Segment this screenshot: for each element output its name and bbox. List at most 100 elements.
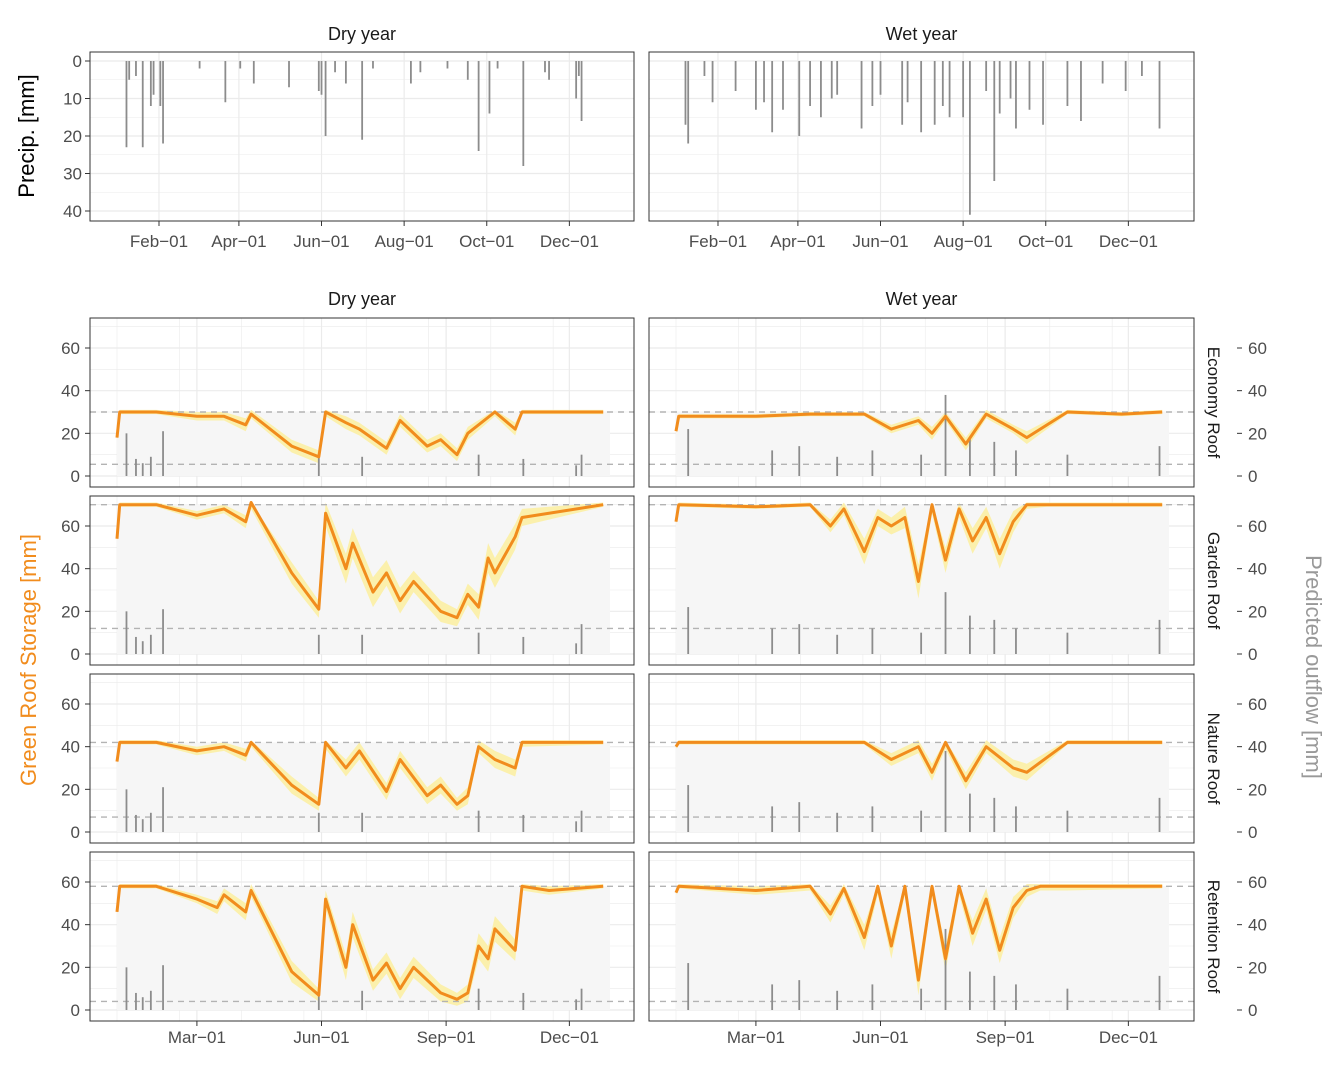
storage-line	[674, 410, 1163, 446]
precip-bar	[1015, 61, 1017, 129]
precip-bar	[1042, 61, 1044, 125]
outflow-bar	[477, 454, 480, 476]
precip-bar	[334, 61, 336, 73]
right-y-tick-label: 60	[1248, 873, 1267, 892]
right-y-tick-label: 20	[1248, 958, 1267, 977]
precip-bar	[544, 61, 546, 73]
precip-bar	[446, 61, 449, 69]
precip-bar	[1028, 61, 1031, 110]
storage-line	[115, 740, 604, 806]
outflow-bar	[871, 628, 874, 654]
y-tick-label: 60	[61, 339, 80, 358]
panel-border	[89, 673, 635, 844]
x-tick-label: Jun−01	[852, 232, 908, 251]
outflow-bar	[836, 456, 839, 476]
outflow-bar	[135, 814, 137, 832]
outflow-bar	[944, 928, 947, 1010]
precip-bar	[1066, 61, 1069, 106]
outflow-bar	[522, 458, 525, 476]
outflow-bar	[993, 975, 996, 1010]
right-y-tick-label: 40	[1248, 560, 1267, 579]
outflow-bar	[771, 806, 774, 832]
precip-bar	[577, 61, 580, 76]
uncertainty-band	[117, 740, 604, 811]
outflow-bar	[317, 456, 320, 476]
outflow-bar	[1015, 450, 1017, 476]
right-y-tick-label: 0	[1248, 823, 1257, 842]
outflow-bar	[993, 441, 996, 476]
outflow-bar	[141, 819, 144, 832]
storage-panel-economy-roof-dry	[89, 317, 635, 488]
outflow-bar	[836, 812, 839, 832]
storage-line	[115, 884, 604, 1001]
panel-border	[89, 495, 635, 666]
precip-bar	[198, 61, 201, 69]
panel-border	[89, 851, 635, 1022]
right-y-tick-label: 60	[1248, 339, 1267, 358]
right-y-tick-label: 20	[1248, 602, 1267, 621]
x-tick-label: Mar−01	[168, 1028, 226, 1047]
outflow-bar	[871, 806, 874, 832]
x-tick-label: Jun−01	[293, 232, 349, 251]
outflow-bar	[993, 619, 996, 654]
outflow-bar	[1015, 806, 1017, 832]
y-tick-label: 20	[61, 424, 80, 443]
row-facet-label: Nature Roof	[1204, 713, 1223, 805]
precip-bar	[948, 61, 951, 118]
outflow-bar	[771, 628, 774, 654]
outflow-bar	[141, 641, 144, 654]
precip-bar	[771, 61, 774, 133]
precip-bar	[993, 61, 996, 181]
outflow-bar	[575, 999, 578, 1010]
y-tick-label: 20	[61, 958, 80, 977]
x-tick-label: Aug−01	[934, 232, 993, 251]
facet-title: Dry year	[328, 289, 396, 309]
precip-bar	[809, 61, 811, 106]
precip-bar	[871, 61, 874, 106]
outflow-bar	[687, 785, 690, 832]
outflow-bar	[798, 980, 801, 1010]
storage-line	[674, 740, 1163, 783]
precip-bar	[711, 61, 714, 103]
outflow-bar	[1015, 984, 1017, 1010]
right-y-tick-label: 40	[1248, 738, 1267, 757]
storage-line	[115, 501, 604, 620]
precip-bar	[830, 61, 833, 99]
precip-bar	[998, 61, 1001, 114]
y-tick-label: 20	[61, 602, 80, 621]
outflow-bar	[361, 456, 364, 476]
storage-panel-retention-roof-dry: Mar−01 Jun−01 Sep−01 Dec−01	[89, 851, 635, 1047]
precip-bar	[344, 61, 347, 84]
right-y-tick-label: 40	[1248, 382, 1267, 401]
outflow-bar	[920, 988, 923, 1010]
outflow-bar	[361, 990, 364, 1010]
outflow-bar	[580, 454, 583, 476]
outflow-bar	[944, 592, 947, 654]
outflow-bar	[141, 463, 144, 476]
y-tick-label: 40	[63, 202, 82, 221]
precip-bar	[1080, 61, 1082, 121]
precip-bar	[488, 61, 491, 114]
outflow-bar	[522, 814, 525, 832]
row-facet-label: Retention Roof	[1204, 880, 1223, 994]
outflow-bar	[836, 634, 839, 654]
panel-border	[648, 51, 1195, 222]
outflow-bar	[1066, 454, 1069, 476]
outflow-bar	[969, 971, 971, 1010]
panel-border	[648, 851, 1195, 1022]
outflow-bar	[575, 643, 578, 654]
x-tick-label: Apr−01	[770, 232, 825, 251]
y-tick-label: 20	[63, 127, 82, 146]
precip-bar	[734, 61, 737, 91]
precip-bar	[798, 61, 801, 136]
facet-title: Dry year	[328, 24, 396, 44]
outflow-bar	[125, 433, 128, 476]
precip-bar	[149, 61, 152, 106]
precip-bar	[1009, 61, 1012, 99]
precip-panel-dry: Dry year Feb−01 Apr−01 Jun−01 Aug−01 Oct−01 De…	[89, 24, 635, 251]
outflow-bar	[969, 437, 971, 476]
precip-bar	[125, 61, 128, 148]
row-facet-label: Garden Roof	[1204, 532, 1223, 630]
precip-bar	[372, 61, 374, 69]
x-tick-label: Feb−01	[689, 232, 747, 251]
